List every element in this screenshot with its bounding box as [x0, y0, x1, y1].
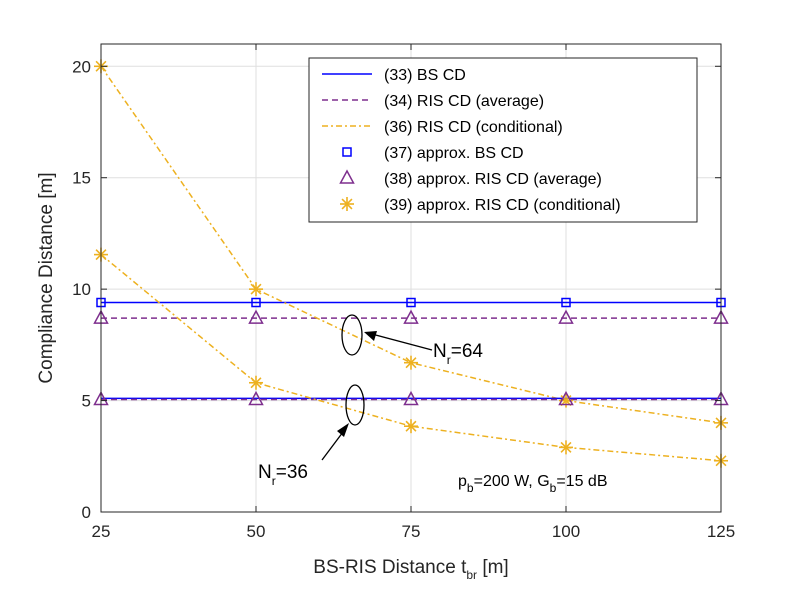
legend-label-ris-cond-64: (36) RIS CD (conditional): [384, 119, 563, 136]
legend-label-approx-ris-cond-64: (39) approx. RIS CD (conditional): [384, 197, 621, 214]
legend-label-approx-ris-avg-64: (38) approx. RIS CD (average): [384, 171, 602, 188]
legend-swatch-approx-bs-64: [342, 147, 352, 157]
x-tick-label: 125: [707, 522, 735, 541]
x-tick-label: 75: [402, 522, 421, 541]
marker-approx-ris-avg-64: [248, 309, 264, 324]
x-tick-label: 100: [552, 522, 580, 541]
marker-approx-ris-cond-36: [559, 440, 573, 455]
marker-approx-ris-avg-36: [403, 390, 419, 406]
marker-approx-ris-cond-64: [249, 282, 263, 297]
marker-approx-ris-cond-36: [404, 419, 418, 434]
legend-label-ris-avg-64: (34) RIS CD (average): [384, 93, 544, 110]
legend-label-bs-cd-64: (33) BS CD: [384, 67, 466, 84]
marker-approx-ris-avg-36: [558, 390, 574, 406]
y-tick-label: 15: [72, 169, 91, 188]
y-tick-label: 5: [82, 392, 91, 411]
marker-approx-ris-avg-64: [558, 309, 574, 324]
nr36-label: Nr=36: [258, 462, 308, 488]
legend-label-approx-bs-64: (37) approx. BS CD: [384, 145, 524, 162]
marker-approx-bs-64: [406, 297, 416, 308]
marker-approx-bs-64: [251, 297, 261, 308]
nr36-ellipse: [345, 384, 365, 426]
y-tick-label: 0: [82, 503, 91, 522]
y-tick-label: 10: [72, 280, 91, 299]
annotations: Nr=64 Nr=36 pb=200 W, Gb=15 dB: [258, 314, 607, 495]
legend-box: [308, 57, 698, 223]
y-tick-label: 20: [72, 57, 91, 76]
marker-approx-ris-cond-36: [249, 375, 263, 390]
legend-swatch-approx-ris-cond-64: [340, 197, 354, 211]
nr64-ellipse: [341, 314, 363, 356]
y-axis-label: Compliance Distance [m]: [36, 172, 57, 383]
nr64-arrow: [367, 332, 433, 351]
nr64-arrow-head: [364, 331, 377, 341]
legend-entries: (33) BS CD (34) RIS CD (average) (36) RIS …: [322, 67, 621, 214]
marker-approx-ris-cond-64: [404, 355, 418, 370]
series-line-ris-cond-36: [100, 254, 722, 462]
nr64-label: Nr=64: [433, 341, 483, 367]
marker-approx-ris-avg-64: [403, 309, 419, 324]
x-tick-label: 25: [92, 522, 111, 541]
axis-ticks: 25 50 75 100 125 0 5 10 15 20: [72, 44, 735, 541]
parameter-label: pb=200 W, Gb=15 dB: [458, 473, 607, 495]
legend: (33) BS CD (34) RIS CD (average) (36) RIS …: [308, 57, 698, 223]
marker-approx-ris-avg-36: [248, 390, 264, 406]
x-axis-label: BS-RIS Distance tbr [m]: [313, 557, 508, 582]
nr36-arrow-head: [337, 423, 349, 437]
marker-approx-bs-64: [561, 297, 571, 308]
legend-swatch-approx-ris-avg-64: [339, 169, 355, 184]
x-tick-label: 50: [247, 522, 266, 541]
